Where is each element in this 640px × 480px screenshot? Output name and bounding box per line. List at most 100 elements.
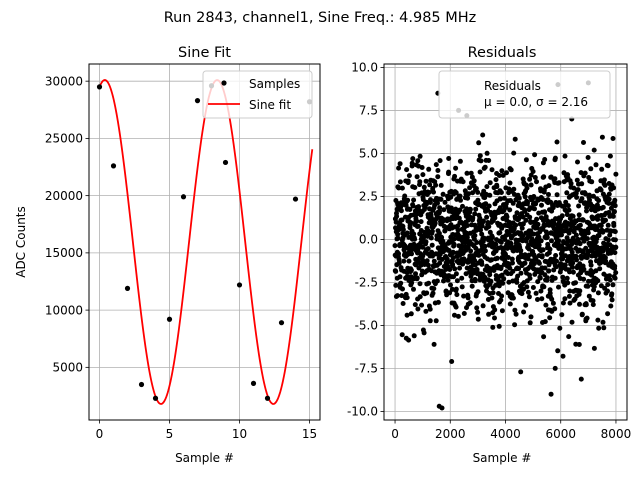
residual-point — [547, 260, 553, 266]
residual-point — [419, 302, 425, 308]
residuals-xtick-label: 2000 — [435, 427, 466, 441]
residual-point — [500, 280, 506, 286]
residual-point — [479, 223, 485, 229]
residual-point — [602, 182, 608, 188]
residual-point — [600, 319, 606, 325]
residual-point — [447, 290, 453, 296]
residual-point — [523, 302, 529, 308]
sample-point — [236, 282, 243, 288]
sine-fit-legend: Samples Sine fit — [202, 70, 313, 119]
residual-point — [397, 274, 403, 280]
residual-point — [546, 268, 552, 274]
residual-point — [441, 278, 446, 284]
legend-sine-fit-label: Sine fit — [249, 98, 291, 112]
residuals-legend-box — [438, 70, 611, 119]
residual-point — [573, 232, 579, 238]
residual-point — [424, 199, 430, 205]
residual-point — [536, 260, 542, 266]
residual-point — [510, 278, 516, 284]
residual-point — [457, 158, 463, 164]
residual-point — [472, 258, 478, 263]
residual-point — [437, 158, 443, 164]
residual-point — [549, 296, 555, 302]
residual-point — [498, 239, 504, 245]
residual-point — [547, 246, 553, 252]
residual-point — [482, 248, 488, 254]
residual-point — [570, 213, 576, 219]
residual-point — [396, 185, 402, 191]
residual-point — [417, 281, 423, 287]
residual-point — [460, 203, 465, 209]
residual-point — [394, 213, 400, 219]
residual-point — [551, 220, 557, 226]
residual-point — [531, 261, 537, 267]
residual-point — [520, 214, 526, 220]
residual-point — [535, 297, 540, 302]
residual-point — [420, 244, 425, 250]
residual-point — [445, 277, 451, 283]
sine-fit-xtick-label: 5 — [166, 427, 174, 441]
residual-point — [606, 196, 612, 202]
residual-point — [469, 283, 475, 289]
residual-point — [431, 189, 436, 195]
residual-point — [413, 212, 419, 217]
residual-point — [418, 219, 424, 225]
residual-point — [496, 323, 502, 329]
residual-point — [414, 275, 420, 281]
residual-point — [610, 136, 616, 141]
residual-point — [567, 269, 572, 275]
residual-point — [419, 272, 425, 278]
residual-point — [406, 258, 412, 264]
residual-point — [393, 282, 399, 288]
residual-point — [478, 227, 483, 233]
residual-point — [513, 222, 519, 228]
residual-point — [532, 206, 537, 212]
residual-point — [581, 276, 587, 282]
residuals-ytick-label: 10.0 — [351, 61, 378, 75]
residual-outlier-point — [449, 359, 455, 365]
residual-point — [479, 261, 485, 267]
residual-point — [528, 172, 534, 178]
residual-point — [457, 207, 463, 213]
residual-point — [570, 260, 576, 266]
residual-point — [570, 264, 575, 270]
residual-point — [524, 185, 530, 191]
residual-point — [534, 216, 540, 222]
residual-point — [393, 268, 399, 274]
residual-point — [532, 175, 538, 180]
residual-point — [507, 265, 513, 271]
residual-outlier-point — [518, 369, 524, 375]
residual-point — [424, 258, 430, 264]
residual-point — [579, 181, 585, 187]
residual-point — [486, 203, 492, 209]
residual-point — [482, 164, 488, 170]
residual-point — [436, 230, 442, 236]
residual-point — [465, 295, 471, 301]
residual-point — [496, 173, 502, 178]
residual-point — [451, 241, 457, 247]
residual-point — [560, 274, 566, 280]
residual-outlier-point — [552, 365, 558, 371]
residual-point — [486, 158, 492, 163]
residual-point — [417, 294, 423, 300]
residual-point — [543, 302, 549, 308]
residual-point — [411, 197, 417, 203]
residual-point — [591, 193, 596, 199]
residual-point — [605, 288, 610, 294]
residual-point — [411, 333, 417, 339]
residual-point — [584, 315, 590, 321]
residual-point — [480, 303, 486, 309]
residual-point — [420, 172, 426, 178]
residual-point — [520, 221, 526, 227]
residual-point — [600, 204, 606, 210]
residual-point — [564, 190, 570, 196]
sine-fit-ytick-label: 25000 — [45, 132, 83, 146]
residual-point — [489, 167, 495, 173]
residuals-xtick-label: 6000 — [545, 427, 576, 441]
residual-point — [401, 258, 407, 264]
residual-point — [547, 315, 553, 321]
residual-point — [579, 196, 585, 202]
residual-point — [396, 251, 401, 257]
residual-point — [404, 167, 410, 173]
residual-point — [421, 184, 427, 190]
